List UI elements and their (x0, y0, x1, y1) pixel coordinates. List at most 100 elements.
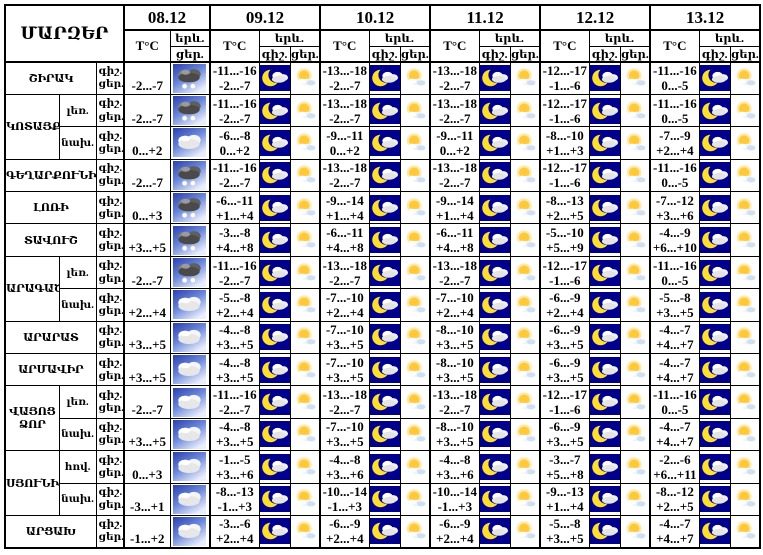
moon-cloud-icon (700, 97, 730, 124)
day-icon-cell (399, 482, 431, 516)
night-icon-cell (368, 353, 401, 387)
temp-first-day-cell: +3...+5 (123, 417, 171, 452)
moon-cloud-icon (370, 518, 400, 545)
day-icon-cell (729, 385, 761, 419)
temp-cell: -7...-10 +3...+5 (319, 353, 370, 387)
temp-first-day-cell: -2...-7 (123, 158, 171, 193)
sun-cloud-icon (731, 358, 759, 382)
sun-cloud-icon (621, 519, 649, 543)
temp-cell: -5...-10 +5...+9 (539, 223, 590, 257)
moon-cloud-icon (590, 97, 620, 124)
sun-cloud-icon (291, 455, 319, 479)
temp-first-day-cell: 0...+3 (123, 450, 171, 484)
sun-cloud-icon (621, 487, 649, 511)
temp-cell: -6...-9 +3...+5 (539, 320, 590, 355)
night-icon-cell (478, 450, 511, 484)
sun-cloud-icon (621, 261, 649, 285)
temp-cell: -13...-18 -2...-7 (319, 385, 370, 419)
day-icon-cell (729, 353, 761, 387)
moon-cloud-icon (260, 65, 290, 92)
day-icon-cell (729, 93, 761, 128)
moon-cloud-icon (700, 518, 730, 545)
moon-cloud-icon (370, 356, 400, 383)
sun-cloud-icon (511, 358, 539, 382)
day-icon-cell (619, 191, 651, 225)
day-icon-cell (729, 514, 761, 549)
night-icon-cell (368, 288, 401, 322)
night-icon-cell (258, 450, 291, 484)
temp-cell: -10...-14 -1...+3 (429, 482, 480, 516)
night-icon-cell (368, 61, 401, 95)
temp-cell: -13...-18 -2...-7 (319, 158, 370, 193)
sun-cloud-icon (401, 325, 429, 349)
night-icon-cell (588, 450, 621, 484)
temp-cell: -4...-8 +3...+6 (429, 450, 480, 484)
sun-cloud-icon (731, 66, 759, 90)
table-row: ԳԵՂԱՐՔՈՒՆԻՔ գիշ. ցեր. -2...-7 -11...-16 -2..… (4, 158, 761, 193)
temp-cell: -2...-6 +6...+11 (649, 450, 700, 484)
day-icon-cell (399, 385, 431, 419)
night-icon-cell (478, 61, 511, 95)
table-row: ՍՅՈՒՆԻՔհով.գիշ.ցեր. 0...+3 -1...-5+3...+6… (4, 450, 761, 516)
first-day-icon-cell (169, 353, 211, 387)
night-icon-cell (258, 93, 291, 128)
table-row: ՏԱՎՈՒՇ գիշ. ցեր. +3...+5 -3...-8 +4...+8 -6..… (4, 223, 761, 257)
first-day-icon-cell (169, 126, 211, 160)
day-icon-cell (729, 482, 761, 516)
temp-first-day-cell: 0...+2 (123, 126, 171, 160)
temp-cell: -7...-10 +3...+5 (319, 417, 370, 452)
first-day-icon-cell (169, 191, 211, 225)
moon-cloud-icon (590, 389, 620, 416)
temp-cell: -1...-5 +3...+6 (209, 450, 260, 484)
white-cloud-icon (171, 387, 209, 417)
moon-cloud-icon (700, 324, 730, 351)
white-cloud-icon (171, 290, 209, 320)
temp-cell: -9...-14 +1...+4 (429, 191, 480, 225)
sun-cloud-icon (291, 228, 319, 252)
white-cloud-icon (171, 452, 209, 482)
night-icon-cell (698, 514, 731, 549)
night-icon-cell (588, 191, 621, 225)
day-icon-cell (619, 482, 651, 516)
temp-first-day-cell: -3...+1 (123, 482, 171, 516)
table-row: նախ. գիշ. ցեր. -3...+1 -8...-13 -1...+3 -10..… (5, 482, 761, 516)
dark-snow-cloud-icon (171, 160, 209, 190)
sun-cloud-icon (731, 293, 759, 317)
sun-cloud-icon (511, 519, 539, 543)
day-icon-cell (399, 191, 431, 225)
night-icon-cell (588, 126, 621, 160)
day-icon-cell (289, 482, 321, 516)
sun-cloud-icon (401, 196, 429, 220)
moon-cloud-icon (700, 227, 730, 254)
temp-cell: -10...-14 -1...+3 (319, 482, 370, 516)
day-icon-cell (619, 385, 651, 419)
temp-cell: -4...-8 +3...+5 (209, 353, 260, 387)
moon-cloud-icon (260, 227, 290, 254)
region-cell: ԱՐՄԱՎԻՐ (4, 353, 97, 387)
temp-cell: -3...-7 +5...+8 (539, 450, 590, 484)
day-icon-cell (509, 450, 541, 484)
moon-cloud-icon (260, 486, 290, 513)
day-icon-cell (509, 320, 541, 355)
sun-cloud-icon (621, 455, 649, 479)
sun-cloud-icon (731, 196, 759, 220)
day-night-labels: գիշ. ցեր. (95, 158, 125, 193)
first-day-icon-cell (169, 385, 211, 419)
phenomenon-header: երև. (368, 29, 431, 47)
temp-cell: -9...-14 +1...+4 (319, 191, 370, 225)
temp-cell: -11...-16 0...-5 (649, 385, 700, 419)
day-icon-cell (289, 514, 321, 549)
sun-cloud-icon (621, 390, 649, 414)
night-icon-cell (698, 353, 731, 387)
date-header-5: 12.12 (539, 4, 651, 31)
temp-cell: -12...-17 -1...-6 (539, 158, 590, 193)
sun-cloud-icon (731, 325, 759, 349)
temp-header: T°C (429, 29, 480, 63)
moon-cloud-icon (590, 227, 620, 254)
sun-cloud-icon (291, 196, 319, 220)
night-subheader: գիշ. (258, 45, 291, 63)
sun-cloud-icon (291, 358, 319, 382)
moon-cloud-icon (590, 486, 620, 513)
moon-cloud-icon (260, 421, 290, 448)
temp-header: T°C (209, 29, 260, 63)
